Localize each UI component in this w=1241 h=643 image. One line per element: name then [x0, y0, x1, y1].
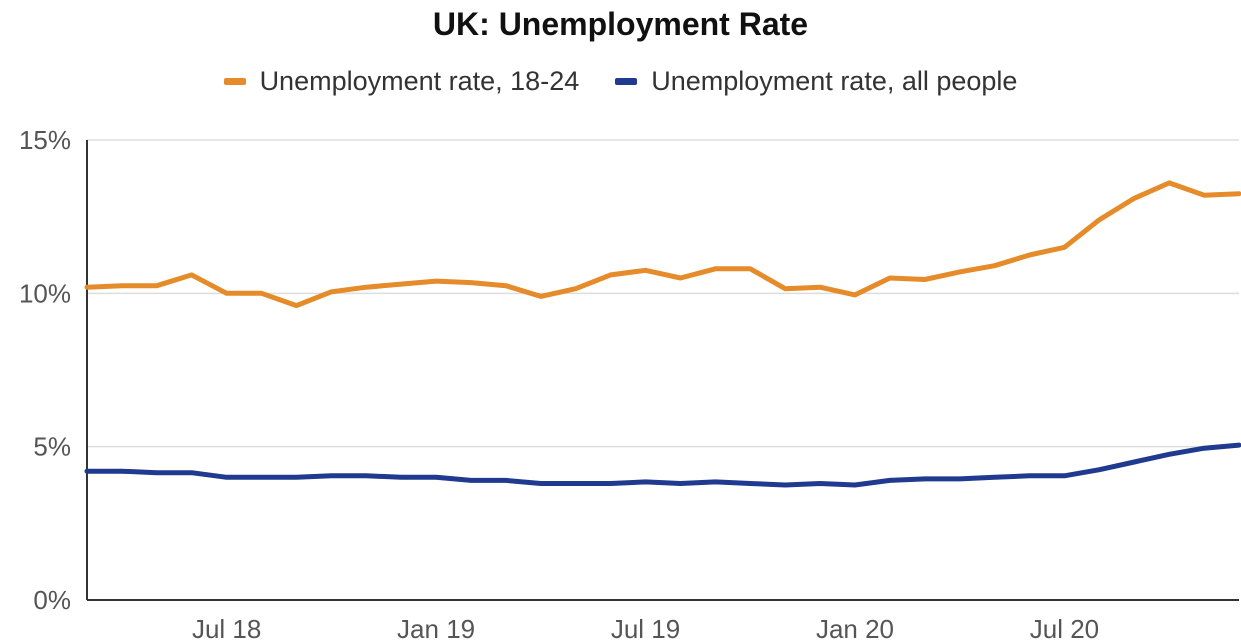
x-tick-label: Jul 18	[192, 614, 261, 643]
series-line-youth	[84, 180, 1241, 309]
y-tick-label: 0%	[33, 585, 71, 615]
legend-label-youth: Unemployment rate, 18-24	[259, 66, 580, 96]
x-tick-label: Jul 19	[611, 614, 680, 643]
legend-swatch-youth	[223, 78, 246, 85]
legend-label-all: Unemployment rate, all people	[651, 66, 1018, 96]
x-tick-label: Jan 19	[397, 614, 475, 643]
y-tick-label: 10%	[19, 278, 71, 308]
series-line-all	[84, 442, 1241, 488]
legend-item-all: Unemployment rate, all people	[615, 66, 1017, 97]
chart-title: UK: Unemployment Rate	[432, 6, 809, 42]
x-tick-label: Jan 20	[816, 614, 894, 643]
x-tick-label: Jul 20	[1030, 614, 1099, 643]
y-tick-label: 5%	[33, 432, 71, 462]
y-tick-label: 15%	[19, 125, 71, 155]
legend-swatch-all	[615, 78, 638, 85]
legend: Unemployment rate, 18-24 Unemployment ra…	[0, 66, 1241, 97]
legend-item-youth: Unemployment rate, 18-24	[223, 66, 580, 97]
